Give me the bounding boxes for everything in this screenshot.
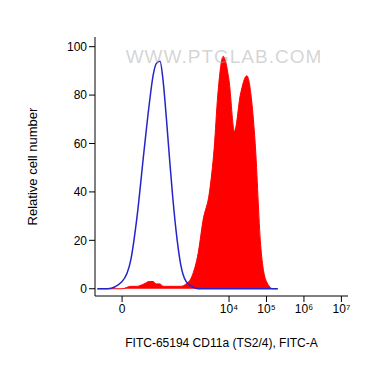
svg-text:10⁶: 10⁶ [295,302,313,316]
svg-text:FITC-65194 CD11a (TS2/4), FITC: FITC-65194 CD11a (TS2/4), FITC-A [125,336,318,350]
svg-text:80: 80 [74,88,88,102]
svg-text:10⁴: 10⁴ [220,302,239,316]
svg-text:Relative cell number: Relative cell number [25,107,40,225]
svg-text:20: 20 [74,234,88,248]
svg-text:60: 60 [74,137,88,151]
svg-text:10⁵: 10⁵ [257,302,275,316]
html-text:WWW.PTGLAB.COM: WWW.PTGLAB.COM [125,46,323,67]
svg-text:0: 0 [80,282,87,296]
svg-text:40: 40 [74,185,88,199]
svg-text:100: 100 [67,40,87,54]
svg-text:10⁷: 10⁷ [333,302,351,316]
svg-text:0: 0 [119,302,126,316]
